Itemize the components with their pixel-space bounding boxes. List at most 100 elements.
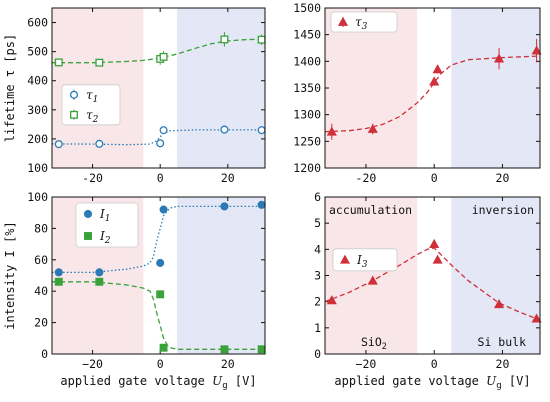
inversion-region bbox=[177, 197, 265, 354]
inversion-region bbox=[177, 8, 265, 168]
data-point-I1 bbox=[159, 205, 168, 214]
legend-marker-I2 bbox=[84, 232, 92, 240]
y-tick-label: 1400 bbox=[293, 54, 321, 68]
data-point-I2 bbox=[257, 345, 266, 354]
data-point-I3 bbox=[367, 275, 378, 285]
legend-box bbox=[330, 11, 398, 33]
x-tick-label: 20 bbox=[496, 357, 510, 371]
y-tick-label: 6 bbox=[314, 190, 321, 204]
data-point-τ3 bbox=[429, 76, 440, 86]
data-point-I3 bbox=[432, 254, 443, 264]
x-tick-label: 0 bbox=[431, 357, 438, 371]
data-point-τ3 bbox=[367, 123, 378, 133]
x-tick-label: 20 bbox=[221, 171, 235, 185]
plot-frame bbox=[51, 196, 266, 355]
data-point-I1 bbox=[220, 202, 229, 211]
y-tick-label: 20 bbox=[34, 316, 48, 330]
fit-curve-I2 bbox=[52, 281, 265, 350]
legend-label: I2 bbox=[99, 229, 111, 246]
legend-label: I3 bbox=[356, 253, 368, 270]
data-point-I3 bbox=[326, 295, 337, 305]
x-tick-label: 20 bbox=[496, 171, 510, 185]
y-tick-label: 1250 bbox=[293, 134, 321, 148]
y-tick-label: 1300 bbox=[293, 108, 321, 122]
data-point-I2 bbox=[54, 277, 63, 286]
legend-marker-I1 bbox=[83, 209, 93, 219]
legend-label: I1 bbox=[99, 207, 110, 224]
y-tick-label: 400 bbox=[27, 74, 48, 88]
data-point-I2 bbox=[156, 290, 165, 299]
data-point-I2 bbox=[159, 343, 168, 352]
y-tick-label: 600 bbox=[27, 16, 48, 30]
data-point-τ3 bbox=[432, 64, 443, 74]
legend-marker-τ3 bbox=[337, 16, 349, 26]
data-point-τ1 bbox=[156, 139, 165, 148]
legend-label: τ1 bbox=[86, 88, 98, 105]
data-point-τ3 bbox=[493, 53, 505, 63]
y-tick-label: 3 bbox=[314, 269, 321, 283]
accumulation-region bbox=[325, 8, 418, 168]
y-tick-label: 300 bbox=[27, 103, 48, 117]
data-point-τ3 bbox=[531, 45, 542, 55]
y-tick-label: 1350 bbox=[293, 81, 321, 95]
x-axis-title: applied gate voltage Ug [V] bbox=[334, 374, 530, 391]
panel-top-left: -20 0 20 100 200 300 400 500 600 τ1 τ2 lifetime τ [… bbox=[3, 7, 266, 185]
y-tick-label: 1500 bbox=[293, 1, 321, 15]
data-point-I2 bbox=[95, 277, 104, 286]
legend-label: τ3 bbox=[355, 15, 368, 32]
y-tick-label: 500 bbox=[27, 45, 48, 59]
legend-marker-I3 bbox=[339, 254, 351, 264]
data-point-τ3 bbox=[326, 126, 337, 136]
panel-top-right: -20 0 20 1200 1250 1300 1350 1400 1450 1500 τ3 bbox=[293, 1, 542, 185]
data-point-τ1 bbox=[257, 126, 266, 135]
y-axis-title: lifetime τ [ps] bbox=[3, 34, 17, 142]
annotation-inversion: inversion bbox=[472, 203, 534, 217]
y-axis-title: intensity I [%] bbox=[3, 221, 17, 329]
y-tick-label: 60 bbox=[34, 253, 48, 267]
panel-bottom-left: −20 0 20 0 20 40 60 80 100 I1 I2 intensity I [%] app… bbox=[3, 190, 266, 391]
data-point-I3 bbox=[429, 238, 440, 248]
x-tick-label: -20 bbox=[356, 171, 377, 185]
y-tick-label: 5 bbox=[314, 216, 321, 230]
y-tick-label: 200 bbox=[27, 132, 48, 146]
x-tick-label: 0 bbox=[157, 171, 164, 185]
data-point-τ1 bbox=[159, 126, 168, 135]
legend-box bbox=[332, 248, 398, 272]
data-point-τ2 bbox=[257, 35, 266, 44]
data-point-I1 bbox=[95, 268, 104, 277]
x-tick-label: 0 bbox=[157, 357, 164, 371]
y-tick-label: 100 bbox=[27, 161, 48, 175]
data-point-I2 bbox=[220, 345, 229, 354]
data-point-I3 bbox=[493, 299, 505, 309]
y-tick-label: 100 bbox=[27, 190, 48, 204]
legend-marker-τ2 bbox=[70, 110, 78, 119]
data-point-τ1 bbox=[54, 140, 63, 149]
data-point-I3 bbox=[531, 313, 542, 323]
fit-curve-τ3 bbox=[325, 55, 540, 133]
y-tick-label: 1450 bbox=[293, 28, 321, 42]
y-tick-label: 0 bbox=[314, 347, 321, 361]
data-point-τ1 bbox=[95, 139, 104, 148]
x-tick-label: −20 bbox=[82, 357, 103, 371]
x-tick-label: -20 bbox=[82, 171, 103, 185]
inversion-region bbox=[451, 197, 540, 354]
plot-frame bbox=[324, 196, 541, 355]
y-tick-label: 1 bbox=[314, 321, 321, 335]
x-axis-title: applied gate voltage Ug [V] bbox=[60, 374, 256, 391]
y-tick-label: 1200 bbox=[293, 161, 321, 175]
data-point-I1 bbox=[257, 200, 266, 209]
fit-curve-τ1 bbox=[52, 129, 265, 146]
data-point-τ2 bbox=[54, 58, 63, 67]
y-tick-label: 4 bbox=[314, 242, 321, 256]
data-point-τ2 bbox=[95, 58, 104, 67]
data-point-τ2 bbox=[220, 35, 229, 44]
annotation-sio2: SiO2 bbox=[361, 335, 387, 352]
panel-bottom-right: −20 0 20 0 1 2 3 4 5 6 I3 accumulation inversion SiO2… bbox=[314, 190, 542, 391]
y-tick-label: 40 bbox=[34, 284, 48, 298]
legend-label: τ2 bbox=[86, 108, 99, 125]
data-point-τ1 bbox=[220, 125, 229, 134]
y-tick-label: 0 bbox=[41, 347, 48, 361]
y-tick-label: 80 bbox=[34, 221, 48, 235]
plot-frame bbox=[324, 7, 541, 169]
